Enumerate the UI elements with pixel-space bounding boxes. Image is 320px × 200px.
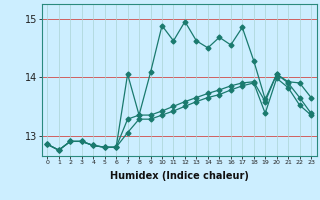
X-axis label: Humidex (Indice chaleur): Humidex (Indice chaleur) — [110, 171, 249, 181]
